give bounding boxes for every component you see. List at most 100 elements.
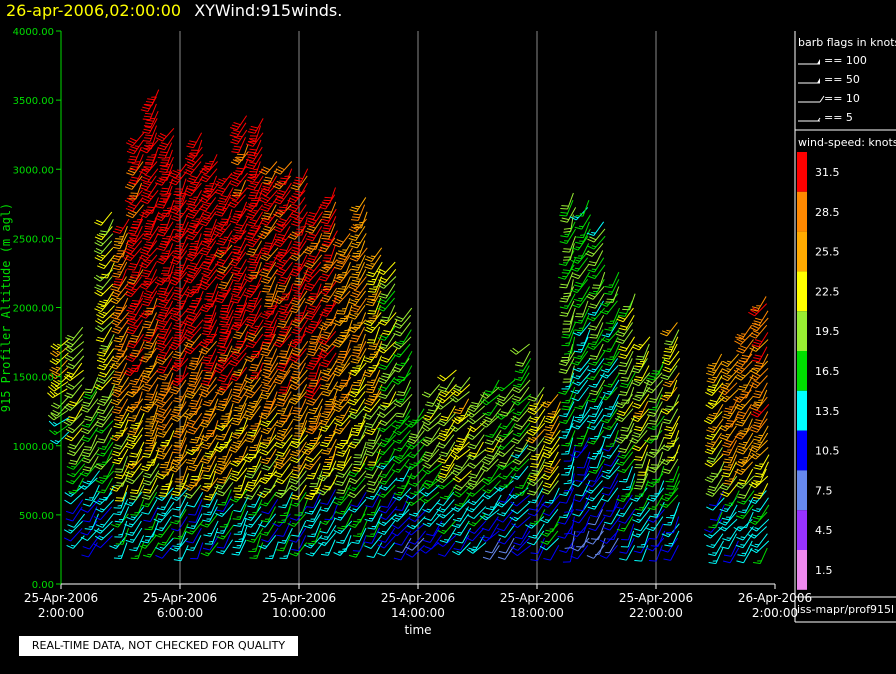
barb-feather	[82, 436, 91, 440]
barb-feather	[291, 331, 299, 335]
barb-feather	[127, 252, 135, 257]
barb-feather	[306, 228, 315, 232]
barb-feather	[149, 401, 154, 404]
barb-feather	[188, 521, 196, 523]
barb-feather	[189, 481, 198, 484]
barb-feather	[290, 484, 298, 489]
barb-feather	[260, 222, 268, 226]
barb-feather	[219, 386, 228, 388]
barb-feather	[350, 504, 358, 508]
barb-feather	[232, 373, 240, 377]
barb-feather	[80, 430, 89, 435]
barb-feather	[83, 448, 91, 451]
wind-barb	[349, 247, 368, 262]
barb-feather	[142, 182, 151, 186]
barb-feather	[141, 168, 149, 173]
barb-feather	[230, 360, 238, 365]
barb-feather	[187, 205, 195, 210]
barb-feather	[245, 337, 253, 342]
barb-feather	[69, 400, 77, 405]
barb-feather	[203, 275, 211, 279]
barb-feather	[248, 151, 256, 154]
barb-feather	[230, 472, 238, 476]
barb-feather	[188, 377, 197, 380]
wind-barb	[336, 477, 351, 495]
wind-barb	[336, 240, 353, 256]
barb-feather	[278, 285, 287, 288]
barb-feather	[236, 167, 244, 170]
barb-feather	[142, 544, 148, 547]
barb-feather	[294, 218, 302, 222]
wind-barb	[188, 362, 203, 380]
barb-feather	[230, 462, 238, 467]
barb-feather	[67, 524, 75, 528]
barb-feather	[235, 331, 243, 335]
barb-feather	[351, 255, 360, 258]
barb-feather	[262, 439, 271, 442]
barb-feather	[246, 484, 254, 487]
barb-feather	[264, 225, 272, 229]
wind-barb	[348, 384, 367, 398]
barb-feather	[217, 503, 225, 506]
barb-feather	[201, 419, 209, 422]
barb-feather	[148, 351, 153, 353]
barb-feather	[204, 367, 212, 370]
barb-feather	[365, 496, 374, 500]
barb-feather	[278, 279, 287, 282]
wind-barb	[113, 405, 130, 422]
barb-feather	[188, 428, 196, 433]
barb-feather	[185, 530, 193, 535]
barb-feather	[129, 137, 137, 142]
barb-feather	[81, 424, 89, 428]
wind-barb	[169, 537, 188, 552]
barb-feather	[263, 359, 272, 362]
barb-feather	[303, 287, 312, 292]
barb-feather	[214, 300, 223, 304]
barb-feather	[261, 189, 269, 194]
wind-barb	[64, 492, 84, 505]
wind-barb	[203, 218, 217, 236]
barb-feather	[94, 308, 102, 313]
barb-feather	[349, 471, 357, 475]
barb-feather	[116, 482, 124, 485]
barb-staff	[150, 506, 159, 522]
barb-feather	[242, 458, 250, 463]
wind-barb	[259, 161, 278, 175]
barb-feather	[322, 216, 330, 219]
wind-barb	[143, 233, 159, 250]
barb-feather	[274, 444, 283, 449]
barb-feather	[144, 174, 152, 178]
barb-feather	[94, 386, 102, 391]
barb-feather	[125, 539, 133, 543]
barb-feather	[203, 190, 211, 193]
barb-feather	[176, 194, 184, 197]
barb-feather	[149, 422, 154, 425]
barb-feather	[353, 289, 361, 294]
wind-barb	[114, 506, 130, 523]
barb-feather	[231, 138, 240, 143]
barb-feather	[86, 480, 92, 483]
barb-feather	[130, 388, 139, 391]
barb-feather	[94, 423, 102, 428]
barb-feather	[352, 367, 360, 370]
barb-feather	[68, 529, 73, 532]
barb-feather	[310, 338, 318, 341]
barb-feather	[247, 470, 255, 473]
barb-feather	[202, 213, 210, 217]
barb-feather	[273, 343, 281, 348]
wind-barb	[142, 477, 158, 494]
barb-feather	[113, 419, 122, 422]
barb-feather	[292, 305, 300, 308]
barb-feather	[173, 362, 182, 365]
wind-barb	[172, 530, 187, 548]
wind-barb	[186, 513, 203, 530]
wind-barb	[347, 484, 366, 499]
barb-feather	[231, 218, 239, 222]
barb-feather	[129, 455, 137, 458]
barb-feather	[281, 356, 289, 359]
wind-barb	[125, 305, 143, 321]
barb-feather	[235, 383, 243, 386]
wind-barb	[183, 161, 202, 176]
wind-barb	[305, 225, 323, 242]
barb-feather	[173, 252, 181, 256]
